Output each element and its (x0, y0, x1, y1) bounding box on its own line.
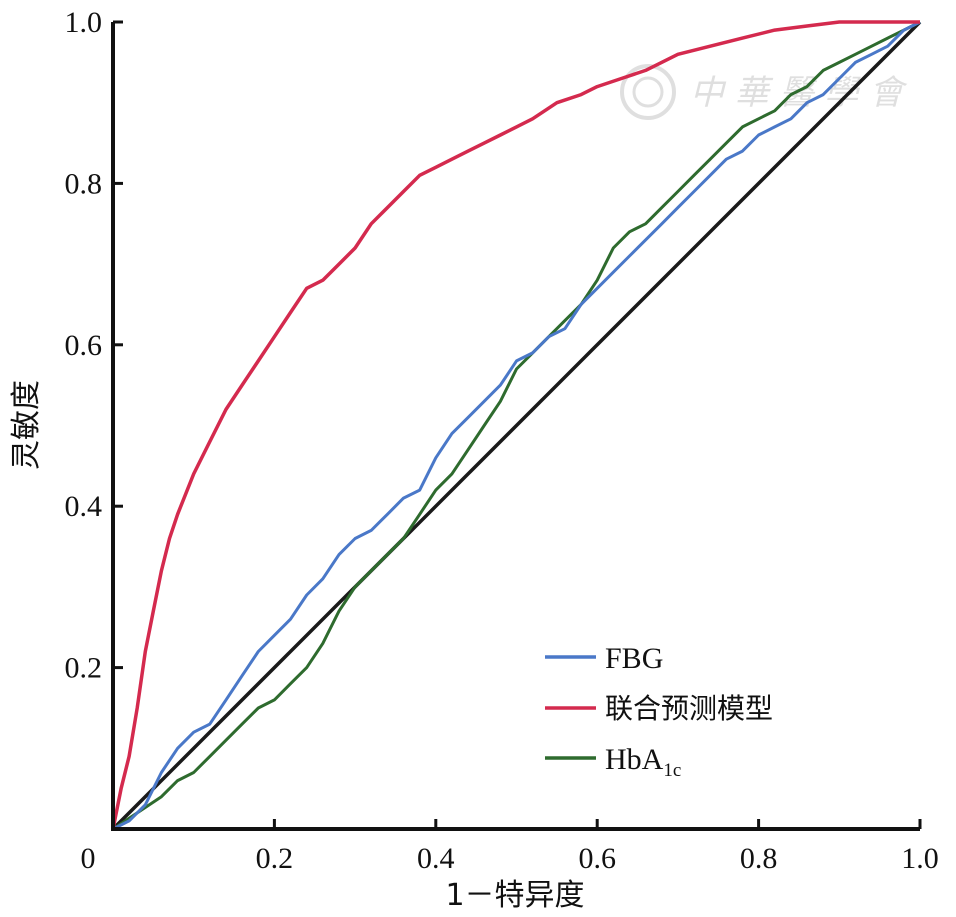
legend: FBG 联合预测模型 HbA1c (545, 642, 773, 781)
combined-model-curve (111, 20, 920, 830)
series-layer (111, 20, 922, 831)
fbg-curve (112, 20, 921, 831)
x-tick-label: 0 (81, 842, 96, 875)
legend-label-hba1c: HbA1c (605, 743, 681, 781)
legend-label-combined: 联合预测模型 (605, 692, 773, 725)
y-axis-title: 灵敏度 (9, 380, 44, 470)
watermark: 中 華 醫 學 會 (620, 64, 908, 120)
x-tick-label: 0.4 (417, 842, 455, 875)
hba1c-curve (112, 20, 921, 831)
x-axis-title: 1－特异度 (445, 878, 584, 913)
watermark-seal-icon (620, 64, 676, 120)
watermark-text: 中 華 醫 學 會 (690, 73, 908, 113)
x-ticks: 0 0.2 0.4 0.6 0.8 1.0 (81, 819, 939, 875)
y-tick-label: 0.6 (65, 329, 103, 362)
legend-label-fbg: FBG (605, 642, 663, 675)
legend-label-hba1c-sub: 1c (663, 760, 681, 781)
y-tick-label: 0.8 (65, 167, 103, 200)
y-ticks: 0.2 0.4 0.6 0.8 1.0 (65, 6, 123, 685)
y-tick-label: 0.2 (65, 652, 103, 685)
x-tick-label: 0.6 (578, 842, 616, 875)
x-tick-label: 0.2 (256, 842, 294, 875)
reference-diagonal (111, 20, 922, 831)
legend-label-hba1c-main: HbA (605, 743, 664, 776)
y-tick-label: 1.0 (65, 6, 103, 39)
y-tick-label: 0.4 (65, 490, 103, 523)
x-tick-label: 0.8 (740, 842, 778, 875)
x-tick-label: 1.0 (901, 842, 939, 875)
